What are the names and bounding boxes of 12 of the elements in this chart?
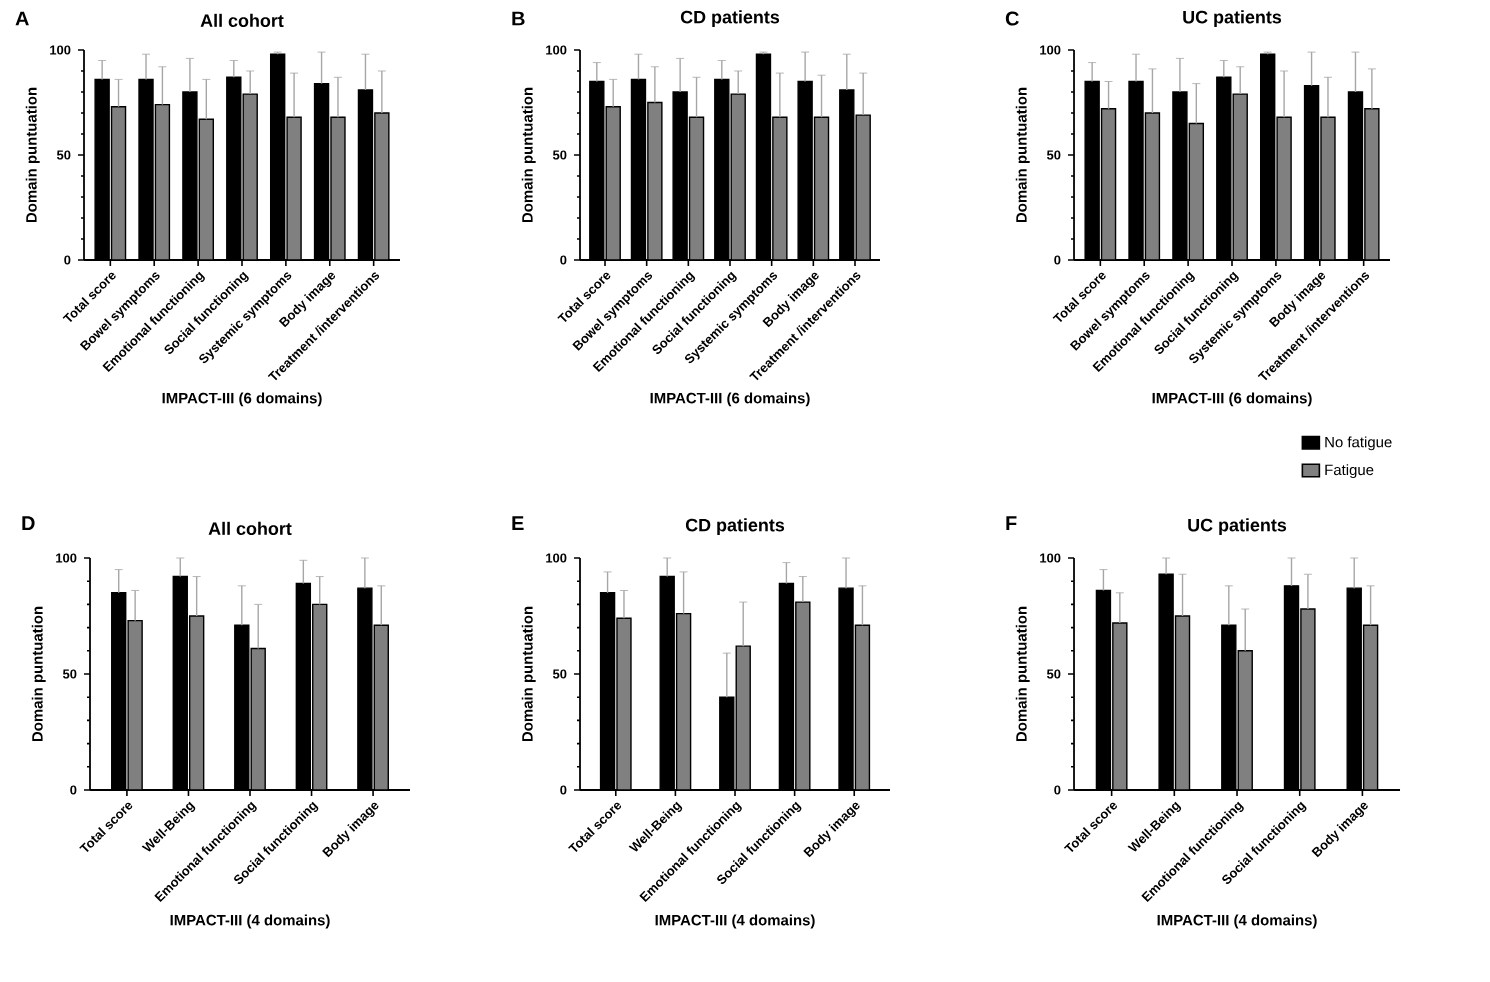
chart-title: All cohort	[208, 521, 292, 536]
text: F	[1006, 516, 1017, 531]
text: B	[512, 11, 525, 26]
chart-title: UC patients	[1183, 10, 1282, 27]
chart-title: CD patients	[680, 10, 780, 27]
text: D	[22, 516, 35, 531]
text: E	[512, 516, 524, 531]
chart-title: UC patients	[1188, 518, 1287, 535]
chart-title: All cohort	[200, 13, 284, 28]
text: A	[15, 11, 29, 26]
text: C	[1005, 11, 1019, 26]
chart-title: CD patients	[685, 518, 785, 535]
